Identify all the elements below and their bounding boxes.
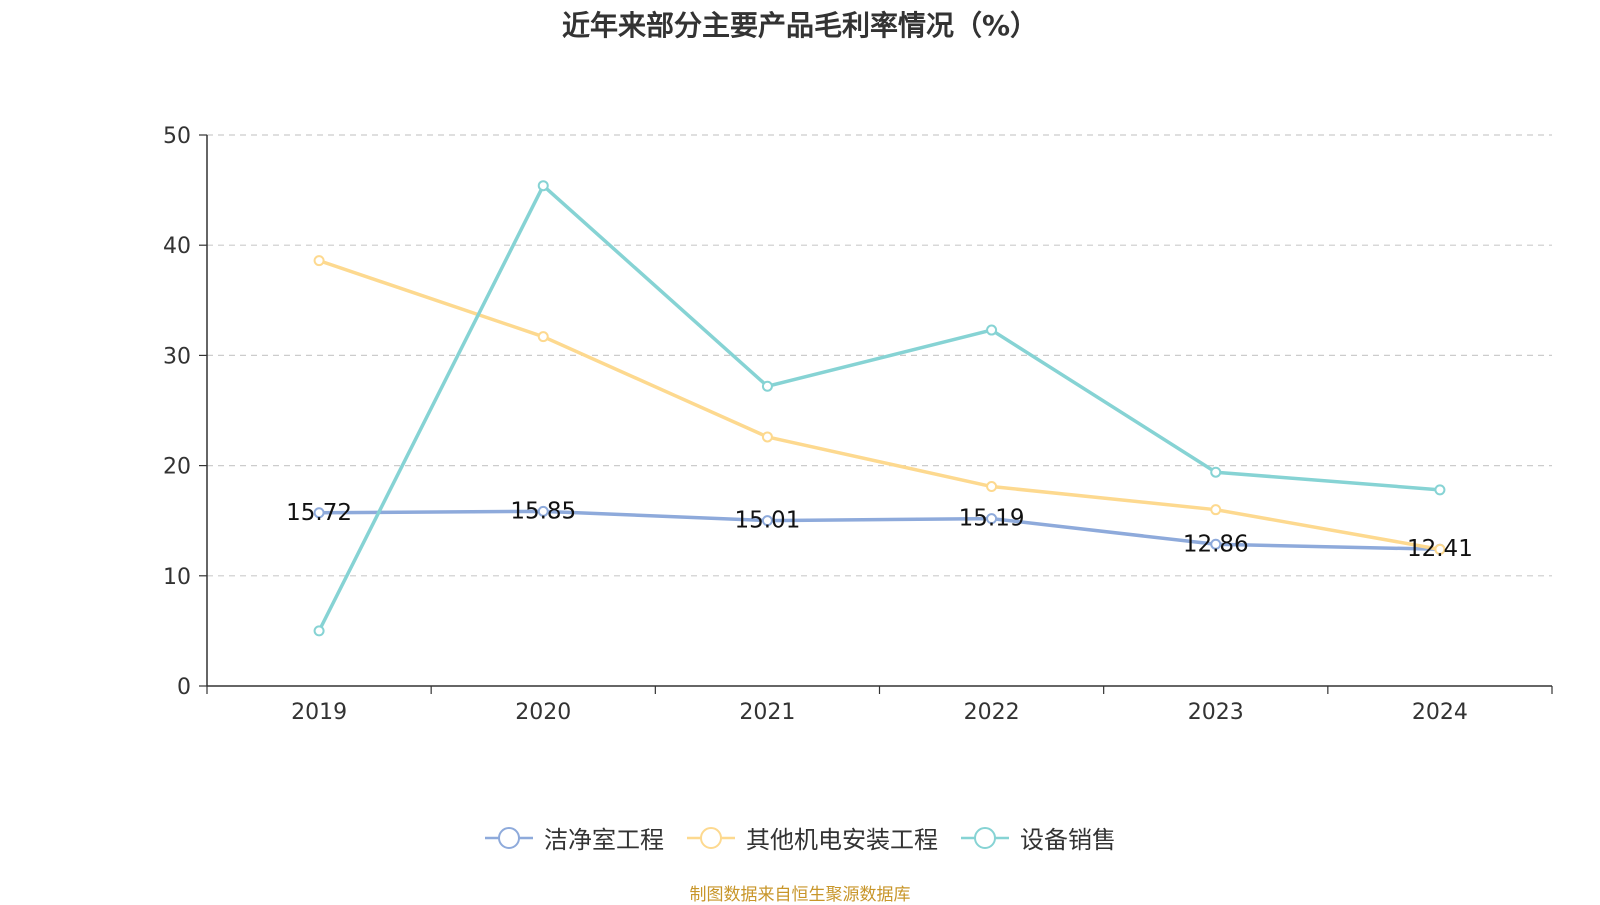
grid-lines bbox=[207, 134, 1552, 577]
series-line-2 bbox=[317, 183, 1441, 632]
data-label-2023: 12.86 bbox=[1183, 531, 1249, 557]
chart-title: 近年来部分主要产品毛利率情况（%） bbox=[561, 9, 1039, 42]
legend-item-1[interactable]: 其他机电安装工程 bbox=[686, 820, 938, 855]
y-tick-label-3: 30 bbox=[163, 344, 191, 369]
legend: 洁净室工程 其他机电安装工程 设备销售 bbox=[0, 820, 1600, 855]
y-tick-label-2: 20 bbox=[163, 455, 191, 480]
series-0-point-2020 bbox=[537, 505, 549, 517]
legend-swatch-2 bbox=[961, 826, 1009, 849]
data-label-2019: 15.72 bbox=[286, 500, 352, 526]
legend-swatch-1 bbox=[687, 826, 735, 849]
data-label-2024: 12.41 bbox=[1407, 536, 1473, 562]
x-tick-label-2021: 2021 bbox=[739, 700, 795, 725]
y-tick-label-4: 40 bbox=[163, 234, 191, 259]
series-0-point-2023 bbox=[1210, 538, 1222, 550]
data-label-2022: 15.19 bbox=[959, 506, 1025, 532]
x-tick-label-2019: 2019 bbox=[291, 700, 347, 725]
source-note: 制图数据来自恒生聚源数据库 bbox=[689, 885, 911, 905]
series-2-point-2022 bbox=[986, 324, 998, 336]
axes: 0 10 20 30 40 50 2019 2020 2021 2022 2023 2024 bbox=[163, 124, 1553, 725]
y-tick-label-5: 50 bbox=[163, 124, 191, 149]
series-0-point-2021 bbox=[761, 515, 773, 527]
legend-label-1: 其他机电安装工程 bbox=[746, 826, 938, 854]
x-tick-label-2023: 2023 bbox=[1188, 700, 1244, 725]
series-0-point-2019 bbox=[313, 507, 325, 519]
y-tick-label-1: 10 bbox=[163, 565, 191, 590]
series-1-point-2022 bbox=[986, 481, 998, 493]
data-labels: 15.72 15.85 15.01 15.19 12.86 12.41 bbox=[286, 498, 1473, 562]
legend-swatch-0 bbox=[485, 826, 533, 849]
series-2-point-2019 bbox=[313, 625, 325, 637]
series-2-point-2024 bbox=[1434, 484, 1446, 496]
series-1-point-2021 bbox=[761, 431, 773, 443]
data-label-2021: 15.01 bbox=[734, 508, 800, 534]
legend-label-2: 设备销售 bbox=[1020, 826, 1116, 854]
series-1-point-2023 bbox=[1210, 504, 1222, 516]
x-tick-label-2020: 2020 bbox=[515, 700, 571, 725]
series-line-0 bbox=[319, 509, 1440, 551]
series-line-1 bbox=[318, 258, 1441, 552]
legend-item-0[interactable]: 洁净室工程 bbox=[484, 820, 664, 855]
series-2-point-2021 bbox=[761, 380, 773, 392]
series-2-point-2020 bbox=[537, 180, 549, 192]
series-1-point-2020 bbox=[537, 331, 549, 343]
legend-item-2[interactable]: 设备销售 bbox=[960, 820, 1116, 855]
data-label-2020: 15.85 bbox=[510, 498, 576, 524]
series-lines bbox=[313, 180, 1446, 637]
series-2-point-2023 bbox=[1210, 466, 1222, 478]
series-0-point-2022 bbox=[986, 513, 998, 525]
series-1-point-2019 bbox=[313, 255, 325, 267]
x-tick-label-2024: 2024 bbox=[1412, 700, 1468, 725]
series-1-point-2024 bbox=[1434, 543, 1446, 555]
x-tick-label-2022: 2022 bbox=[964, 700, 1020, 725]
y-tick-label-0: 0 bbox=[177, 675, 191, 700]
legend-label-0: 洁净室工程 bbox=[544, 826, 664, 854]
